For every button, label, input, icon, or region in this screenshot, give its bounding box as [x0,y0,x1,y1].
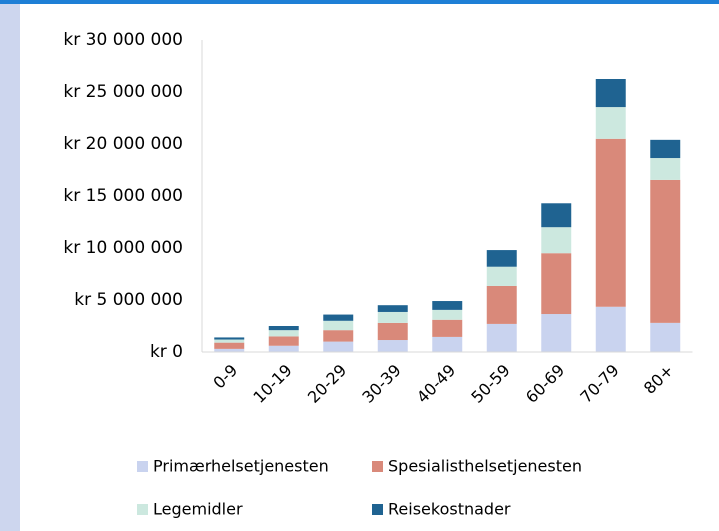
legend-swatch [372,461,383,472]
bar-segment [323,320,354,331]
bar-segment [541,253,572,315]
bar-segment [486,285,517,324]
legend-swatch [137,504,148,515]
bar-segment [377,311,408,323]
side-panel [0,0,20,531]
bar-segment [595,306,626,352]
bar-segment [650,158,681,180]
legend-label: Primærhelsetjenesten [153,457,329,476]
bar-segment [486,250,517,267]
bar-segment [650,139,681,159]
y-tick-label: kr 20 000 000 [63,134,183,154]
y-tick-label: kr 15 000 000 [63,186,183,206]
bar-segment [541,203,572,228]
bar-segment [432,309,463,320]
bar-segment [432,336,463,352]
bar-segment [377,322,408,341]
y-tick-label: kr 0 [150,342,183,362]
legend-label: Spesialisthelsetjenesten [388,457,582,476]
bar-segment [323,314,354,321]
legend-label: Legemidler [153,500,243,519]
y-tick-label: kr 30 000 000 [63,30,183,50]
bar-segment [377,305,408,312]
bar-segment [214,337,245,340]
bar-segment [650,322,681,352]
bar-segment [650,179,681,323]
bar-segment [377,340,408,352]
bar-segment [486,323,517,352]
bar-segment [595,79,626,108]
bar-segment [214,348,245,352]
bar-segment [214,342,245,349]
bar-segment [486,266,517,286]
legend-label: Reisekostnader [388,500,511,519]
bar-segment [541,227,572,254]
top-border [0,0,719,4]
bar-segment [432,301,463,310]
bar-segment [268,336,299,346]
bar-segment [323,330,354,342]
bar-segment [595,107,626,139]
bar-segment [432,319,463,337]
bar-segment [595,138,626,307]
bar-segment [268,345,299,352]
bar-segment [268,330,299,337]
legend-swatch [137,461,148,472]
legend-swatch [372,504,383,515]
bar-segment [214,339,245,343]
bar-segment [323,341,354,352]
y-tick-label: kr 5 000 000 [74,290,183,310]
bar-segment [268,326,299,331]
bar-segment [541,314,572,352]
y-tick-label: kr 10 000 000 [63,238,183,258]
y-tick-label: kr 25 000 000 [63,82,183,102]
